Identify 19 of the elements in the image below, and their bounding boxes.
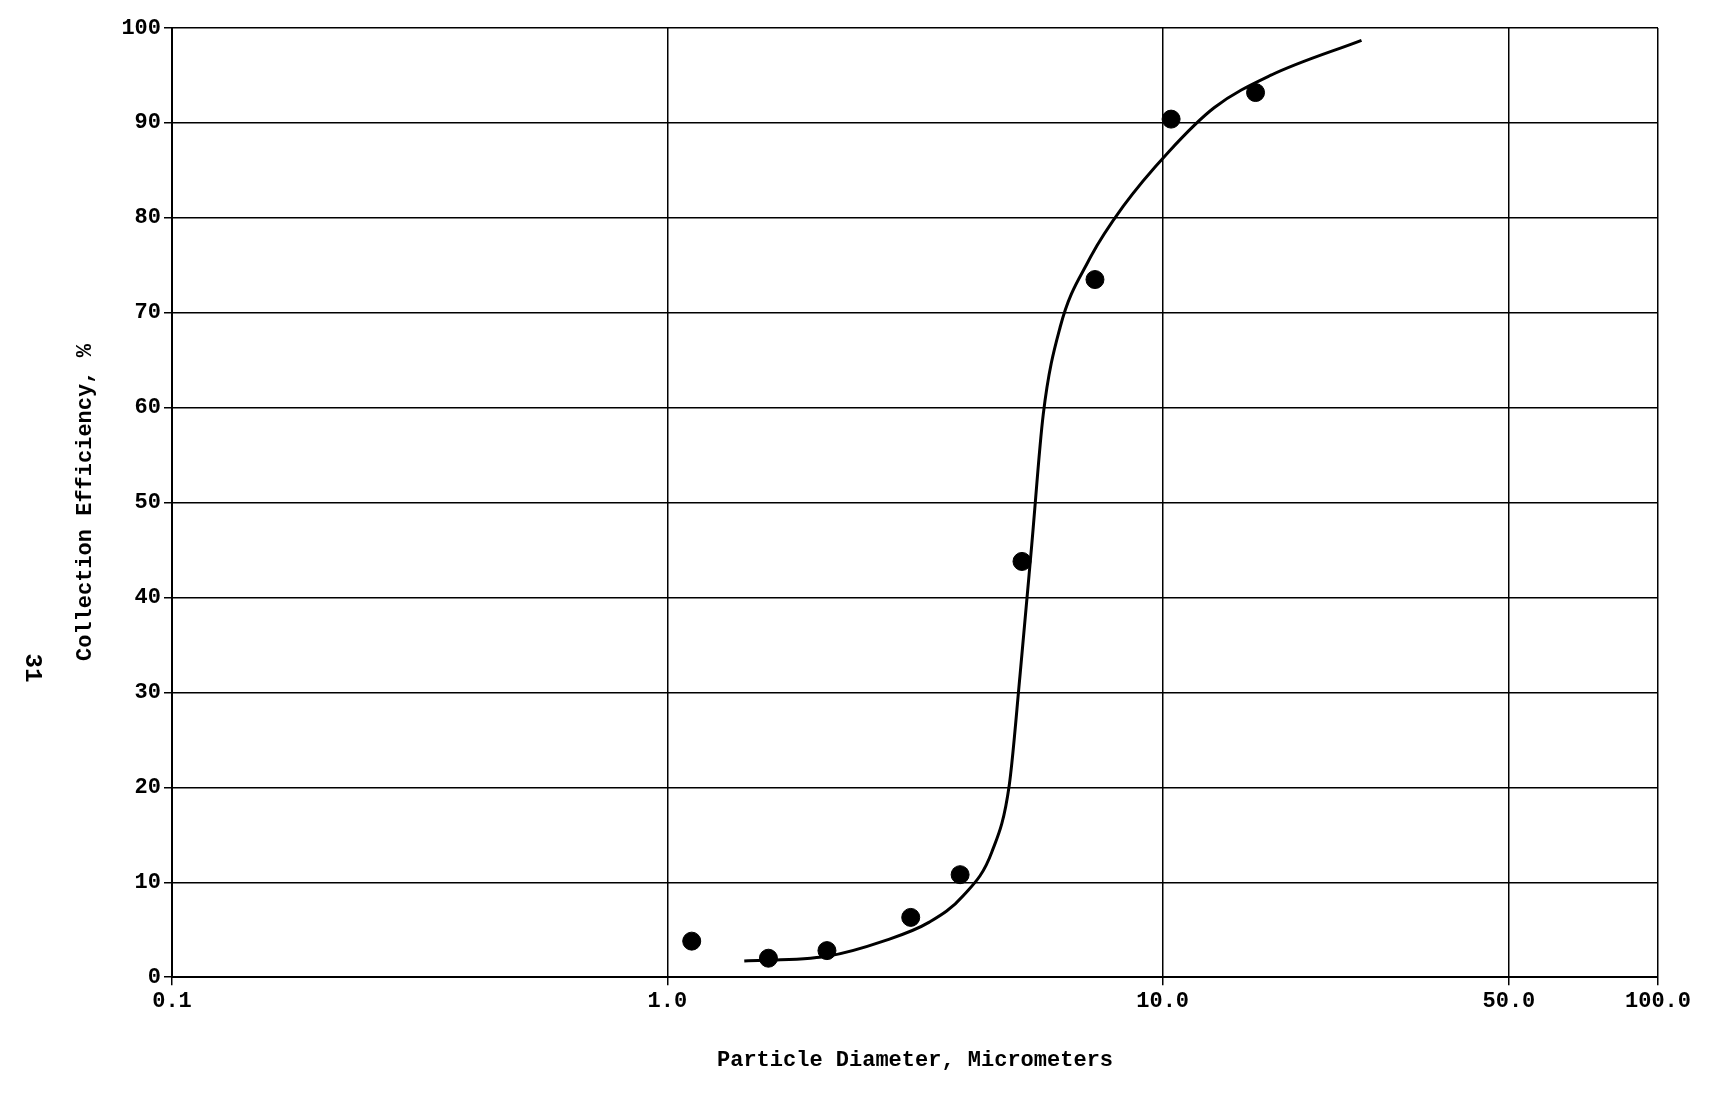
x-tick-label: 0.1: [152, 988, 192, 1014]
y-tick-label: 0: [147, 964, 162, 990]
y-tick-label: 70: [134, 300, 162, 326]
y-tick-label: 40: [134, 585, 162, 611]
x-axis-title: Particle Diameter, Micrometers: [716, 1048, 1114, 1074]
y-tick-label: 60: [134, 395, 162, 421]
y-tick-label: 10: [134, 869, 162, 895]
y-tick-label: 100: [121, 15, 162, 41]
x-tick-label: 10.0: [1136, 988, 1190, 1014]
y-tick-label: 90: [134, 110, 162, 136]
x-tick-label: 100.0: [1624, 988, 1692, 1014]
y-tick-label: 20: [134, 774, 162, 800]
x-tick-label: 50.0: [1482, 988, 1536, 1014]
y-tick-label: 30: [134, 679, 162, 705]
y-tick-label: 50: [134, 490, 162, 516]
y-axis-title: Collection Efficiency, %: [72, 343, 98, 662]
text: 31: [18, 652, 48, 685]
y-tick-label: 80: [134, 205, 162, 231]
x-tick-label: 1.0: [647, 988, 688, 1014]
